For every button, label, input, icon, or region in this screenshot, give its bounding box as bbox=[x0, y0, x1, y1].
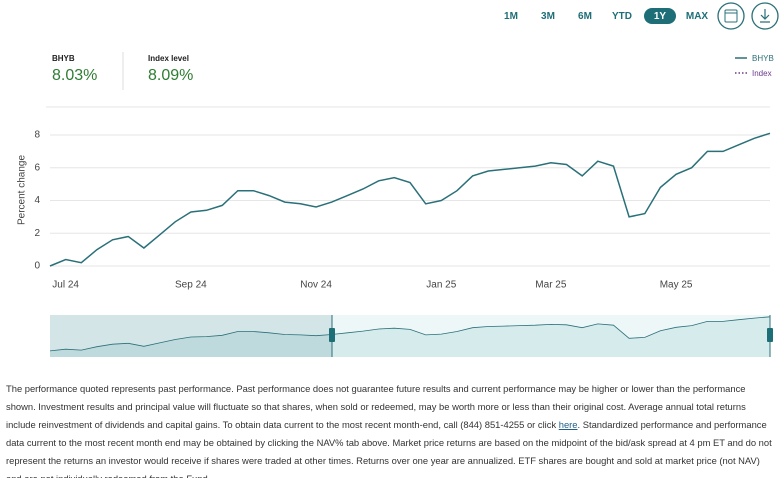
range-button-label: YTD bbox=[612, 11, 632, 22]
navigator-line bbox=[49, 316, 771, 352]
navigator-area bbox=[50, 316, 770, 357]
stat-label: Index level bbox=[148, 54, 189, 63]
disclaimer-text: . Standardized performance and performan… bbox=[6, 419, 772, 478]
disclaimer-text: The performance quoted represents past p… bbox=[6, 383, 746, 430]
range-button[interactable]: 3M bbox=[541, 11, 555, 22]
range-button-label: 6M bbox=[578, 11, 592, 22]
x-tick-label: May 25 bbox=[660, 280, 693, 291]
stat-value: 8.09% bbox=[148, 67, 193, 84]
chart: BHYB 8.03% Index level 8.09% Percent cha… bbox=[17, 2, 779, 357]
range-button[interactable]: YTD bbox=[612, 11, 632, 22]
y-axis-title: Percent change bbox=[17, 155, 28, 225]
disclaimer-link[interactable]: here bbox=[558, 419, 578, 430]
y-tick-label: 0 bbox=[34, 261, 40, 272]
range-button-bg bbox=[644, 8, 676, 24]
disclaimer: The performance quoted represents past p… bbox=[6, 380, 774, 478]
calendar-button[interactable] bbox=[717, 2, 745, 30]
x-tick-label: Nov 24 bbox=[300, 280, 332, 291]
y-tick-label: 4 bbox=[34, 195, 40, 206]
x-tick-label: Jan 25 bbox=[426, 280, 456, 291]
navigator-handle[interactable] bbox=[767, 315, 773, 357]
range-button-label: 1Y bbox=[654, 11, 667, 22]
handle-grip bbox=[329, 328, 335, 342]
download-button[interactable] bbox=[751, 2, 779, 30]
series-line bbox=[49, 132, 771, 267]
range-button-label: 3M bbox=[541, 11, 555, 22]
handle-grip bbox=[767, 328, 773, 342]
range-button[interactable]: MAX bbox=[686, 11, 709, 22]
range-button-label: MAX bbox=[686, 11, 709, 22]
x-tick-label: Sep 24 bbox=[175, 280, 207, 291]
navigator-unselected bbox=[50, 315, 332, 357]
range-button-label: 1M bbox=[504, 11, 518, 22]
x-tick-label: Mar 25 bbox=[535, 280, 567, 291]
range-button[interactable]: 1M bbox=[504, 11, 518, 22]
legend-label: BHYB bbox=[752, 54, 774, 63]
stat-label: BHYB bbox=[52, 54, 75, 63]
stat-value: 8.03% bbox=[52, 67, 97, 84]
y-tick-label: 2 bbox=[34, 228, 40, 239]
y-tick-label: 8 bbox=[34, 130, 40, 141]
range-button[interactable]: 6M bbox=[578, 11, 592, 22]
x-tick-label: Jul 24 bbox=[52, 280, 79, 291]
y-tick-label: 6 bbox=[34, 162, 40, 173]
legend-label: Index bbox=[752, 69, 772, 78]
range-button[interactable]: 1Y bbox=[644, 8, 676, 24]
navigator-handle[interactable] bbox=[329, 315, 335, 357]
